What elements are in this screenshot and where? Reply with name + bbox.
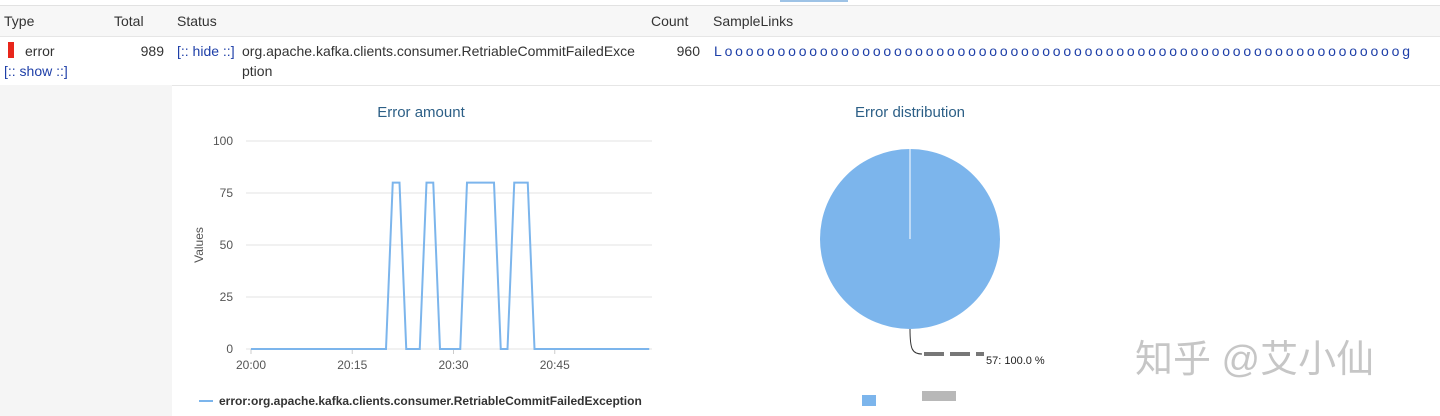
legend-label: error:org.apache.kafka.clients.consumer.…	[219, 394, 642, 408]
header: Type	[4, 13, 35, 29]
y-axis-label: Values	[192, 227, 206, 263]
sample-link[interactable]: Looooooooooooooooooooooooooooooooooooooo…	[714, 43, 1410, 59]
header: SampleLinks	[713, 13, 794, 29]
row-bg	[0, 36, 1440, 86]
y-tick-label: 100	[213, 134, 233, 148]
tab-indicator	[780, 0, 848, 2]
count: 960	[676, 43, 700, 59]
status: org.apache.kafka.clients.consumer.Retria…	[242, 43, 635, 79]
left-panel	[0, 85, 172, 416]
y-tick-label: 25	[220, 290, 234, 304]
total: 989	[140, 43, 164, 59]
chart-title: Error amount	[377, 104, 465, 121]
x-tick-label: 20:00	[236, 358, 266, 372]
y-tick-label: 75	[220, 186, 234, 200]
blurred-legend	[922, 391, 956, 401]
data-label: 57: 100.0 %	[986, 355, 1045, 367]
header: Total	[114, 13, 144, 29]
show-toggle[interactable]: [:: show ::]	[4, 63, 68, 79]
type: error	[25, 43, 55, 59]
watermark: 知乎 @艾小仙	[1135, 339, 1374, 381]
line	[251, 181, 650, 350]
error-marker	[8, 42, 14, 58]
header: Count	[651, 13, 689, 29]
header: Status	[177, 13, 217, 29]
x-tick-label: 20:45	[540, 358, 570, 372]
chart-title: Error distribution	[855, 104, 965, 121]
label-connector	[909, 328, 923, 355]
y-tick-label: 0	[226, 342, 233, 356]
legend-symbol	[862, 395, 876, 406]
header-bg	[0, 5, 1440, 37]
x-tick-label: 20:30	[438, 358, 468, 372]
hide-toggle[interactable]: [:: hide ::]	[177, 43, 235, 59]
x-tick-label: 20:15	[337, 358, 367, 372]
y-tick-label: 50	[220, 238, 234, 252]
